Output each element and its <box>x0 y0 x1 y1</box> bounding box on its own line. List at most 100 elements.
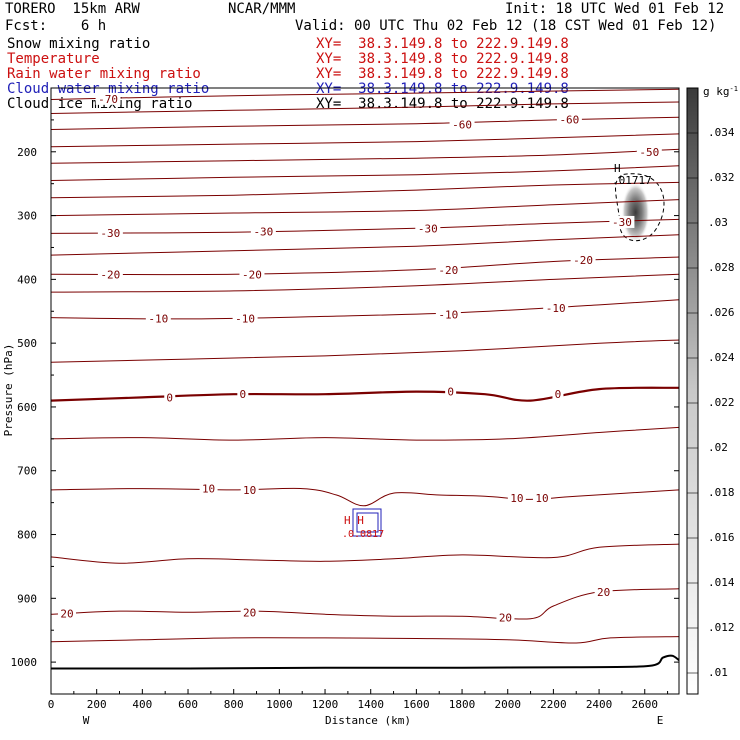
x-tick-label: 2200 <box>540 698 567 711</box>
isotherm-m55 <box>50 133 680 148</box>
x-tick-label: 1000 <box>266 698 293 711</box>
x-tick-label: 0 <box>48 698 55 711</box>
contour-label: -20 <box>573 254 593 267</box>
isotherm-m50 <box>50 148 680 164</box>
isotherm-m30 <box>50 218 680 234</box>
colorbar-tick-label: .032 <box>708 171 735 184</box>
contour-label: -20 <box>100 268 120 281</box>
terrain-layer <box>50 654 680 670</box>
isotherm-0 <box>50 386 680 402</box>
contour-label-bg <box>556 113 582 126</box>
contour-label-bg <box>435 263 461 276</box>
contour-label: -10 <box>546 302 566 315</box>
colorbar-tick-label: .014 <box>708 576 735 589</box>
contour-label-bg <box>57 607 76 620</box>
isotherm-m45 <box>50 165 680 181</box>
contour-label-bg <box>239 268 265 281</box>
contour-label-bg <box>445 385 457 398</box>
field-name-rain: Rain water mixing ratio <box>7 66 201 82</box>
contour-label: 20 <box>499 611 512 624</box>
y-tick-label: 300 <box>17 210 37 223</box>
y-tick-label: 1000 <box>11 656 38 669</box>
x-tick-label: 1600 <box>403 698 430 711</box>
x-tick-label: 1400 <box>357 698 384 711</box>
contour-label: 20 <box>597 586 610 599</box>
colorbar-tick-label: .03 <box>708 216 728 229</box>
contour-label-bg <box>145 312 171 325</box>
isotherm-15 <box>50 543 680 564</box>
contour-label-bg <box>237 388 249 401</box>
init-time: Init: 18 UTC Wed 01 Feb 12 <box>505 1 725 17</box>
isotherm-10 <box>50 487 680 507</box>
isotherm-5 <box>50 426 680 441</box>
y-tick-label: 200 <box>17 146 37 159</box>
snow-max-value: .01717 <box>612 174 652 187</box>
contour-label: 10 <box>535 492 548 505</box>
contour-label: 0 <box>166 391 173 404</box>
isotherm-m35 <box>50 199 680 217</box>
contour-label-bg <box>552 388 564 401</box>
isotherm-20 <box>50 588 680 620</box>
contour-label: 10 <box>243 484 256 497</box>
contour-label: -30 <box>612 216 632 229</box>
contour-label-bg <box>594 585 613 598</box>
contour-label: -10 <box>438 308 458 321</box>
field-name-cloud-water: Cloud water mixing ratio <box>7 81 210 97</box>
x-tick-label: 800 <box>224 698 244 711</box>
contour-label-bg <box>449 118 475 131</box>
y-tick-label: 400 <box>17 273 37 286</box>
isotherm-m70 <box>50 88 680 100</box>
isotherm-m25 <box>50 234 680 256</box>
y-tick-label: 900 <box>17 592 37 605</box>
field-xy-cloud-water: XY= 38.3.149.8 to 222.9.149.8 <box>316 81 569 97</box>
isotherm-m40 <box>50 181 680 199</box>
colorbar-tick-label: .016 <box>708 531 735 544</box>
contour-label: -10 <box>235 312 255 325</box>
colorbar-tick-label: .024 <box>708 351 735 364</box>
contour-label-bg <box>496 611 515 624</box>
x-tick-label: 2400 <box>586 698 613 711</box>
contour-label-bg <box>250 225 276 238</box>
contour-label-bg <box>435 308 461 321</box>
colorbar-tick-label: .01 <box>708 666 728 679</box>
contour-label: 0 <box>447 386 454 399</box>
y-tick-label: 600 <box>17 401 37 414</box>
hh-value: .0.0817 <box>342 529 384 540</box>
terrain-line <box>50 654 680 670</box>
isotherm-m60 <box>50 116 680 130</box>
colorbar-ticks: .034 .032 .03 .028 .026 .024 .022 .02 .018 .016 .0… <box>687 126 735 679</box>
snow-max-shading <box>621 182 650 243</box>
x-tick-label: 200 <box>87 698 107 711</box>
contour-label: 10 <box>202 483 215 496</box>
x-tick-label: 2000 <box>494 698 521 711</box>
contour-label-bg <box>232 312 258 325</box>
colorbar-tick-label: .022 <box>708 396 735 409</box>
contour-label: 10 <box>510 492 523 505</box>
y-tick-label: 800 <box>17 529 37 542</box>
model-title: TORERO 15km ARW <box>5 1 140 17</box>
x-tick-label: 2600 <box>631 698 658 711</box>
contour-label-layer: -70 -60 -60 -50 -30 -30 -30 -30 -20 -20 -20 -20 -10 -… <box>57 92 662 624</box>
x-axis: 0 200 400 600 800 1000 1200 1400 1600 1800 2000 220… <box>48 689 669 711</box>
contour-label-bg <box>543 302 569 315</box>
cloud-water-contour <box>352 508 382 537</box>
colorbar-unit: g kg-1 <box>703 85 738 98</box>
isotherm-25 <box>50 636 680 644</box>
contour-label-bg <box>240 606 259 619</box>
isotherm-layer <box>50 88 680 644</box>
west-label: W <box>83 714 90 727</box>
field-name-snow: Snow mixing ratio <box>7 36 151 52</box>
colorbar-tick-label: .034 <box>708 126 735 139</box>
colorbar-tick-label: .028 <box>708 261 735 274</box>
snow-contour <box>615 173 665 242</box>
snow-max-marker: H .01717 <box>612 162 652 187</box>
colorbar-tick-label: .018 <box>708 486 735 499</box>
y-tick-label: 500 <box>17 337 37 350</box>
contour-label: -30 <box>100 227 120 240</box>
field-xy-temperature: XY= 38.3.149.8 to 222.9.149.8 <box>316 51 569 67</box>
isotherm-m10 <box>50 299 680 320</box>
contour-label-bg <box>97 226 123 239</box>
snow-max-label: H <box>614 162 621 175</box>
field-name-temperature: Temperature <box>7 51 100 67</box>
